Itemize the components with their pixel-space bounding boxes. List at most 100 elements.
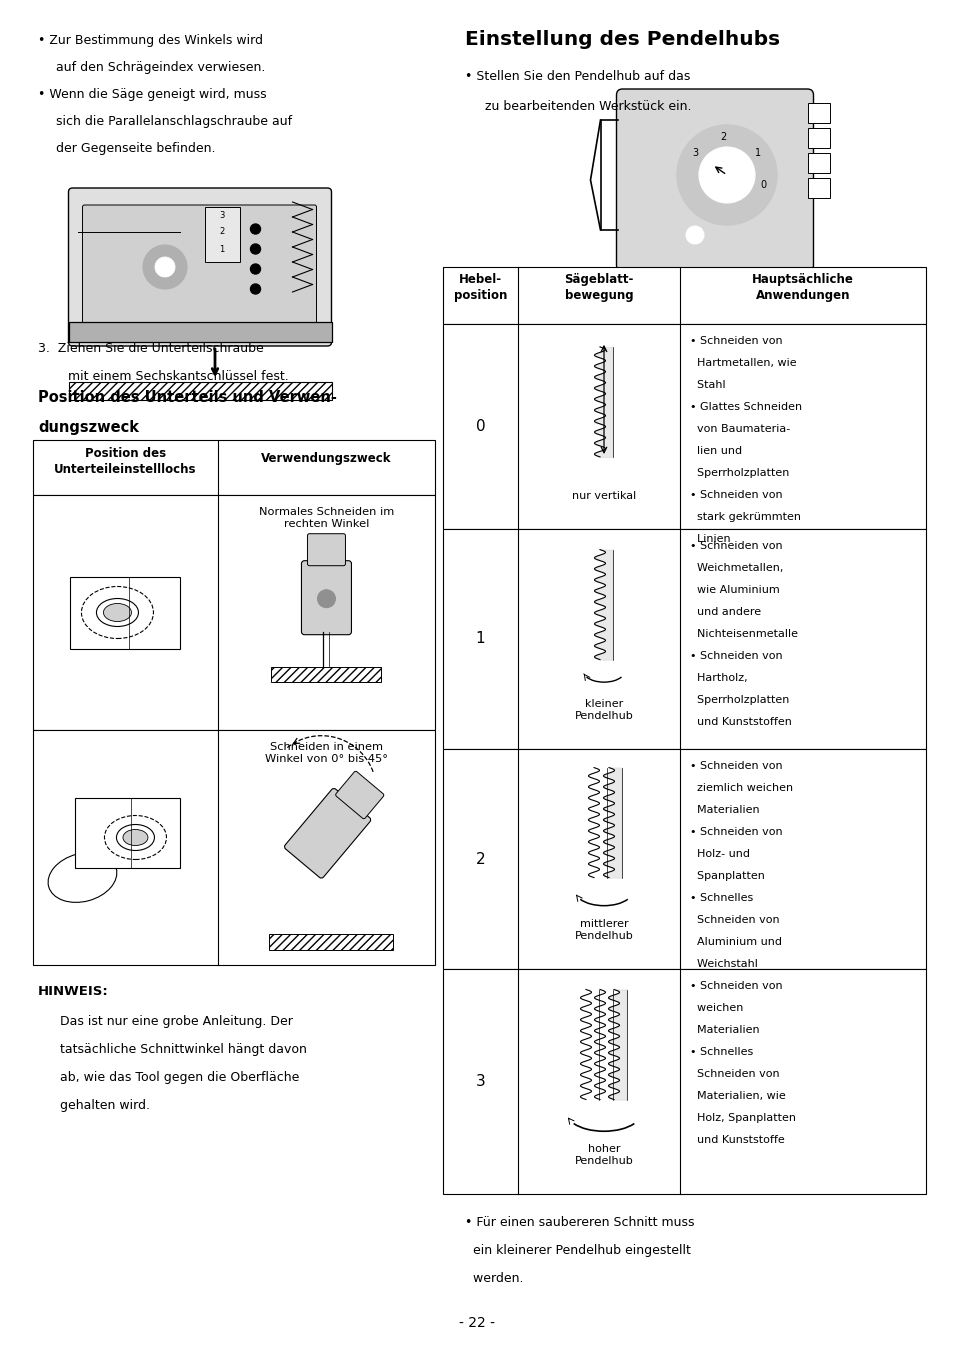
Bar	[69, 322, 331, 342]
Bar	[33, 730, 435, 965]
Text: Schneiden von: Schneiden von	[689, 915, 779, 925]
Text: ziemlich weichen: ziemlich weichen	[689, 783, 792, 794]
Text: ab, wie das Tool gegen die Oberfläche: ab, wie das Tool gegen die Oberfläche	[60, 1071, 299, 1084]
FancyBboxPatch shape	[301, 561, 351, 634]
Text: sich die Parallelanschlagschraube auf: sich die Parallelanschlagschraube auf	[56, 115, 292, 128]
Text: 1: 1	[754, 149, 760, 158]
Bar	[442, 749, 925, 969]
Text: von Baumateria-: von Baumateria-	[689, 425, 789, 434]
Text: Position des
Unterteileinstelllochs: Position des Unterteileinstelllochs	[54, 448, 196, 476]
FancyBboxPatch shape	[616, 89, 813, 270]
Circle shape	[154, 257, 174, 277]
Text: Linien: Linien	[689, 534, 730, 544]
FancyBboxPatch shape	[284, 788, 371, 879]
Text: hoher
Pendelhub: hoher Pendelhub	[574, 1144, 633, 1165]
Bar	[205, 207, 240, 262]
Text: • Schneiden von: • Schneiden von	[689, 827, 781, 837]
Text: Position des Unterteils und Verwen-: Position des Unterteils und Verwen-	[38, 389, 336, 406]
Text: kleiner
Pendelhub: kleiner Pendelhub	[574, 699, 633, 721]
Circle shape	[677, 124, 776, 224]
Text: mittlerer
Pendelhub: mittlerer Pendelhub	[574, 919, 633, 941]
Text: dungszweck: dungszweck	[38, 420, 139, 435]
Text: Einstellung des Pendelhubs: Einstellung des Pendelhubs	[464, 30, 780, 49]
Text: Schneiden in einem
Winkel von 0° bis 45°: Schneiden in einem Winkel von 0° bis 45°	[265, 742, 388, 764]
Text: - 22 -: - 22 -	[458, 1315, 495, 1330]
Text: Stahl: Stahl	[689, 380, 725, 389]
Text: • Wenn die Säge geneigt wird, muss: • Wenn die Säge geneigt wird, muss	[38, 88, 266, 101]
Text: • Schneiden von: • Schneiden von	[689, 337, 781, 346]
Bar	[806, 153, 828, 173]
FancyBboxPatch shape	[307, 534, 345, 565]
Text: Das ist nur eine grobe Anleitung. Der: Das ist nur eine grobe Anleitung. Der	[60, 1015, 293, 1028]
Text: Spanplatten: Spanplatten	[689, 871, 764, 882]
Text: 3: 3	[476, 1073, 485, 1088]
Text: • Für einen saubereren Schnitt muss: • Für einen saubereren Schnitt muss	[464, 1215, 694, 1229]
Ellipse shape	[104, 815, 166, 860]
Bar	[71, 576, 180, 649]
Text: Sperrholzplatten: Sperrholzplatten	[689, 468, 788, 479]
Text: 3: 3	[219, 211, 225, 219]
Text: zu bearbeitenden Werkstück ein.: zu bearbeitenden Werkstück ein.	[484, 100, 691, 114]
Text: gehalten wird.: gehalten wird.	[60, 1099, 150, 1111]
Text: ein kleinerer Pendelhub eingestellt: ein kleinerer Pendelhub eingestellt	[464, 1244, 690, 1257]
Ellipse shape	[48, 853, 116, 902]
Text: 0: 0	[760, 180, 766, 189]
Text: • Stellen Sie den Pendelhub auf das: • Stellen Sie den Pendelhub auf das	[464, 70, 690, 82]
Bar	[442, 969, 925, 1194]
Text: und Kunststoffen: und Kunststoffen	[689, 717, 791, 727]
Text: Hebel-
position: Hebel- position	[454, 273, 507, 301]
Text: 3.  Ziehen Sie die Unterteilschraube: 3. Ziehen Sie die Unterteilschraube	[38, 342, 263, 356]
Text: 2: 2	[720, 132, 726, 142]
Text: • Schneiden von: • Schneiden von	[689, 982, 781, 991]
Bar	[806, 103, 828, 123]
Circle shape	[251, 243, 260, 254]
Text: Holz, Spanplatten: Holz, Spanplatten	[689, 1113, 795, 1124]
Text: stark gekrümmten: stark gekrümmten	[689, 512, 801, 522]
Bar	[806, 178, 828, 197]
Text: • Schneiden von: • Schneiden von	[689, 652, 781, 661]
Circle shape	[251, 264, 260, 274]
Bar	[272, 667, 381, 681]
Bar	[75, 798, 180, 868]
Text: auf den Schrägeindex verwiesen.: auf den Schrägeindex verwiesen.	[56, 61, 265, 74]
Text: Schneiden von: Schneiden von	[689, 1069, 779, 1079]
Text: werden.: werden.	[464, 1272, 523, 1284]
Text: Normales Schneiden im
rechten Winkel: Normales Schneiden im rechten Winkel	[258, 507, 394, 530]
Text: mit einem Sechskantschlüssel fest.: mit einem Sechskantschlüssel fest.	[68, 370, 289, 383]
Text: weichen: weichen	[689, 1003, 742, 1013]
Text: 2: 2	[219, 227, 224, 237]
Text: Nichteisenmetalle: Nichteisenmetalle	[689, 629, 797, 639]
Ellipse shape	[96, 599, 138, 626]
Text: • Zur Bestimmung des Winkels wird: • Zur Bestimmung des Winkels wird	[38, 34, 263, 47]
Text: 2: 2	[476, 852, 485, 867]
Circle shape	[143, 245, 187, 289]
Circle shape	[685, 226, 703, 243]
Text: Verwendungszweck: Verwendungszweck	[261, 452, 392, 465]
Ellipse shape	[116, 825, 154, 850]
Ellipse shape	[123, 830, 148, 845]
Text: 1: 1	[476, 631, 485, 646]
Bar	[442, 266, 925, 324]
Text: Materialien: Materialien	[689, 804, 759, 815]
Text: Weichmetallen,: Weichmetallen,	[689, 562, 782, 573]
Ellipse shape	[81, 587, 153, 638]
Text: 0: 0	[476, 419, 485, 434]
FancyBboxPatch shape	[335, 771, 383, 819]
Text: Hauptsächliche
Anwendungen: Hauptsächliche Anwendungen	[751, 273, 853, 301]
Bar	[442, 324, 925, 529]
Text: nur vertikal: nur vertikal	[571, 491, 636, 502]
Text: Weichstahl: Weichstahl	[689, 959, 757, 969]
Text: Sägeblatt-
bewegung: Sägeblatt- bewegung	[564, 273, 633, 301]
Text: • Schneiden von: • Schneiden von	[689, 541, 781, 552]
Text: • Schnelles: • Schnelles	[689, 894, 753, 903]
Bar	[33, 495, 435, 730]
FancyBboxPatch shape	[82, 206, 316, 333]
Text: • Schneiden von: • Schneiden von	[689, 489, 781, 500]
Text: Materialien, wie: Materialien, wie	[689, 1091, 785, 1101]
Text: tatsächliche Schnittwinkel hängt davon: tatsächliche Schnittwinkel hängt davon	[60, 1042, 307, 1056]
Text: und andere: und andere	[689, 607, 760, 617]
Bar	[33, 439, 435, 495]
Text: Aluminium und: Aluminium und	[689, 937, 781, 946]
Text: Holz- und: Holz- und	[689, 849, 749, 859]
Circle shape	[317, 589, 335, 607]
